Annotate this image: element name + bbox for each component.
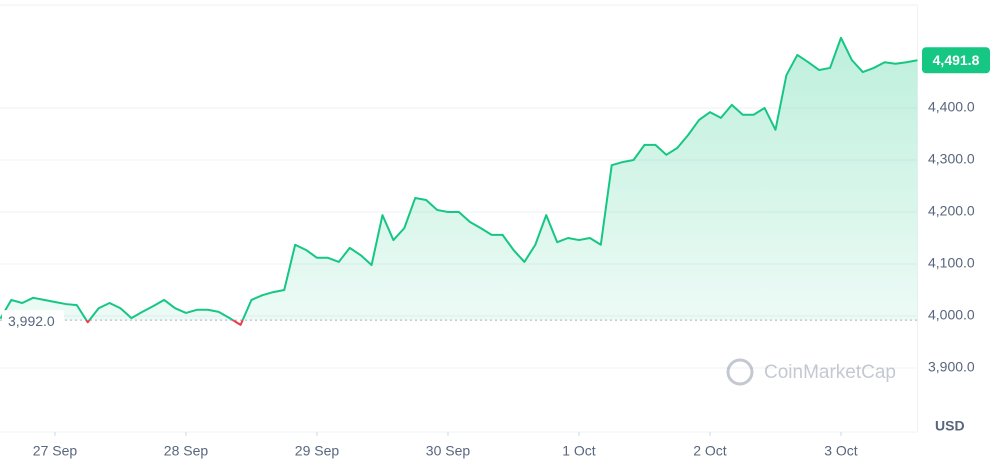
y-tick-label: 4,200.0 <box>928 203 975 219</box>
y-tick-label: 4,000.0 <box>928 307 975 323</box>
x-tick-label: 30 Sep <box>426 443 471 459</box>
x-tick-label: 29 Sep <box>295 443 340 459</box>
y-tick-label: 4,400.0 <box>928 99 975 115</box>
watermark-text: CoinMarketCap <box>764 362 896 383</box>
price-line <box>0 36 918 321</box>
x-tick-label: 1 Oct <box>562 443 596 459</box>
x-tick-label: 3 Oct <box>824 443 858 459</box>
last-price-label: 4,491.8 <box>933 52 980 68</box>
y-tick-label: 4,300.0 <box>928 151 975 167</box>
y-tick-label: 3,900.0 <box>928 359 975 375</box>
x-tick-label: 2 Oct <box>693 443 727 459</box>
last-price-badge <box>922 47 990 74</box>
plot <box>0 36 918 326</box>
x-tick-label: 27 Sep <box>33 443 78 459</box>
y-unit: USD <box>935 418 965 434</box>
y-tick-label: 4,100.0 <box>928 255 975 271</box>
watermark-logo <box>726 358 754 386</box>
baseline-label-bg <box>2 310 64 331</box>
price-area <box>0 37 918 321</box>
watermark: CoinMarketCap <box>726 358 896 386</box>
baseline-label: 3,992.0 <box>8 313 55 329</box>
x-tick-label: 28 Sep <box>164 443 209 459</box>
